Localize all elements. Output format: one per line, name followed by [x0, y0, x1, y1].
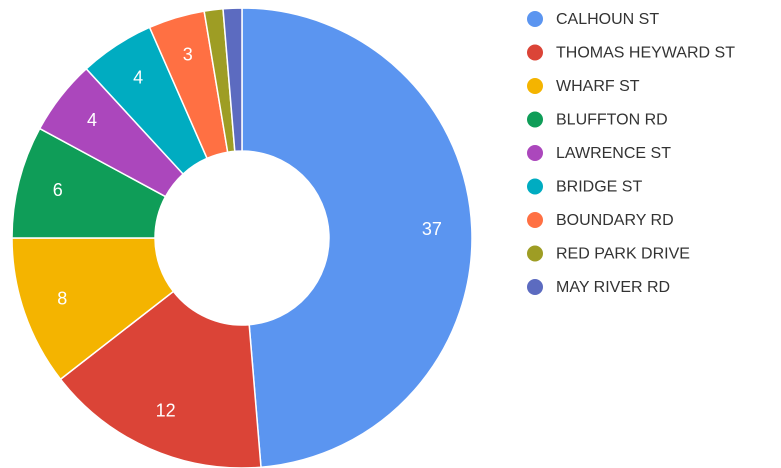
- data-label: 12: [156, 401, 176, 421]
- slice: [11, 237, 175, 381]
- legend-label: MAY RIVER RD: [556, 279, 670, 296]
- legend-swatch: [527, 44, 543, 61]
- slice: [222, 7, 243, 153]
- legend-swatch: [527, 212, 543, 228]
- legend-swatch: [527, 11, 543, 27]
- legend-label: LAWRENCE ST: [556, 145, 671, 162]
- data-label: 37: [422, 219, 442, 239]
- legend-label: WHARF ST: [556, 78, 640, 95]
- data-label: 6: [53, 180, 63, 200]
- data-label: 4: [87, 110, 97, 130]
- legend-swatch: [527, 178, 543, 195]
- data-label: 8: [57, 288, 67, 308]
- legend-swatch: [527, 78, 543, 94]
- legend-swatch: [527, 245, 543, 262]
- legend-swatch: [527, 111, 543, 128]
- legend-swatch: [527, 279, 543, 295]
- legend-label: CALHOUN ST: [556, 11, 659, 28]
- slice: [241, 7, 473, 468]
- legend-swatch: [527, 145, 543, 161]
- legend-label: BOUNDARY RD: [556, 212, 674, 229]
- data-label: 4: [133, 68, 143, 88]
- slice: [59, 290, 262, 468]
- data-label: 3: [183, 45, 193, 65]
- legend-label: RED PARK DRIVE: [556, 246, 690, 263]
- legend-label: BRIDGE ST: [556, 179, 642, 196]
- legend-label: THOMAS HEYWARD ST: [556, 45, 735, 62]
- legend-label: BLUFFTON RD: [556, 112, 668, 129]
